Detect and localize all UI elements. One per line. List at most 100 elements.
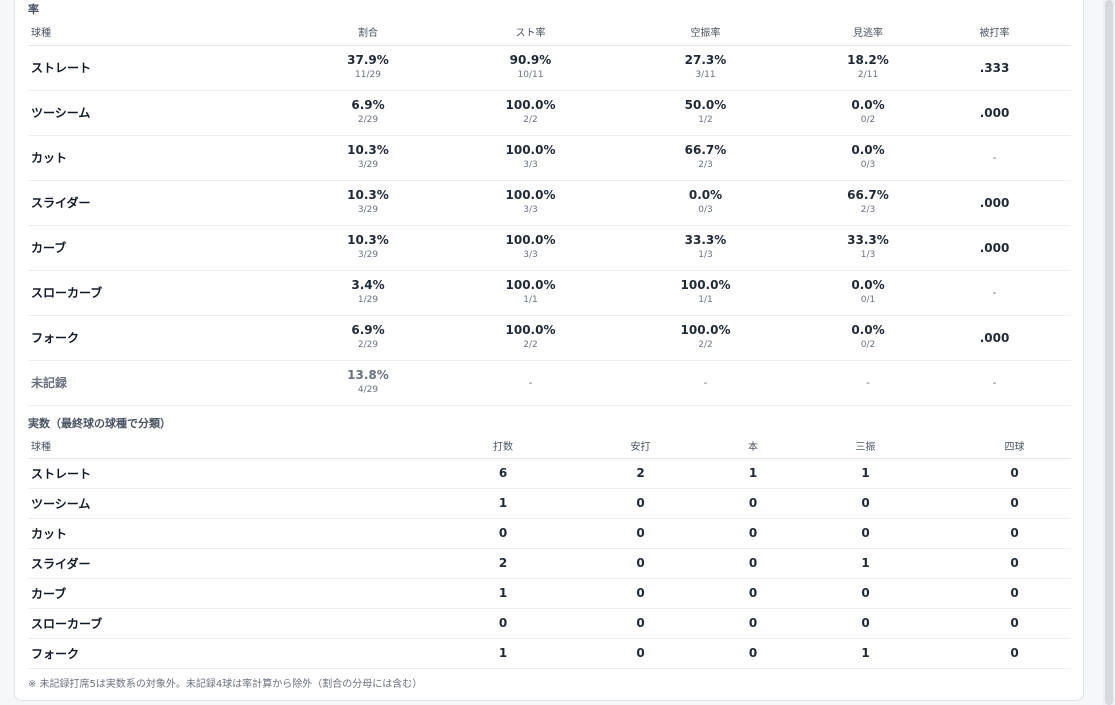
strike-rate-cell: 100.0% 2/2 [468,315,593,361]
whiff-rate-cell: 100.0% 1/1 [593,270,818,316]
strike-rate-cell: 100.0% 1/1 [468,270,593,316]
whiff-rate-cell: 100.0% 2/2 [593,315,818,361]
share-cell-fraction: 2/29 [357,340,379,350]
strike-rate-cell-fraction: 2/2 [523,115,538,125]
strikeouts-cell: 0 [773,518,958,549]
rates-row: フォーク 6.9% 2/29 100.0% 2/2 100.0% 2/2 0.0% 0/2 .00… [28,315,1071,361]
pitch-name: ストレート [28,458,458,489]
whiff-rate-cell-value: 100.0% [680,278,731,292]
share-cell-value: 10.3% [347,188,389,202]
counts-row: スライダー 2 0 0 1 0 [28,548,1071,579]
home-runs-cell: 0 [733,578,773,609]
rates-section-title: 率 [28,3,39,16]
at-bats-cell: 1 [458,638,548,669]
whiff-rate-cell-fraction: 1/2 [698,115,713,125]
hits-cell: 0 [548,518,733,549]
looking-rate-cell-fraction: 0/2 [860,340,876,350]
looking-rate-cell-fraction: 1/3 [860,250,876,260]
counts-row: ストレート 6 2 1 1 0 [28,458,1071,489]
looking-rate-cell-fraction: 2/3 [860,205,876,215]
rates-row: カーブ 10.3% 3/29 100.0% 3/3 33.3% 1/3 33.3% 1/3 .00… [28,225,1071,271]
looking-rate-cell-value: 18.2% [847,53,889,67]
pitch-name: スローカーブ [28,608,458,639]
pitch-name: スライダー [28,180,268,226]
at-bats-cell: 6 [458,458,548,489]
whiff-rate-cell-fraction: 2/2 [698,340,713,350]
vertical-scrollbar[interactable] [1103,0,1115,705]
looking-rate-cell: 0.0% 0/3 [818,135,918,181]
at-bats-cell: 1 [458,488,548,519]
pitch-name: フォーク [28,315,268,361]
rates-row: スローカーブ 3.4% 1/29 100.0% 1/1 100.0% 1/1 0.0% 0/1 - [28,270,1071,316]
header-pitch-type: 球種 [28,18,268,46]
header-hits: 安打 [548,433,733,459]
strikeouts-cell: 1 [773,638,958,669]
batting-avg-cell: - [918,270,1071,316]
walks-cell: 0 [958,578,1071,609]
pitch-name: スローカーブ [28,270,268,316]
looking-rate-cell: 0.0% 0/1 [818,270,918,316]
batting-avg-cell: .000 [918,315,1071,361]
walks-cell: 0 [958,548,1071,579]
header-looking-rate: 見逃率 [818,18,918,46]
counts-row: カーブ 1 0 0 0 0 [28,578,1071,609]
looking-rate-cell-value: 0.0% [851,143,885,157]
pitch-name: フォーク [28,638,458,669]
strike-rate-cell-value: 100.0% [505,188,556,202]
share-cell-fraction: 3/29 [357,250,379,260]
strike-rate-cell: 100.0% 3/3 [468,180,593,226]
share-cell: 37.9% 11/29 [268,45,468,91]
header-pitch-type: 球種 [28,433,458,459]
share-cell: 10.3% 3/29 [268,225,468,271]
header-at-bats: 打数 [458,433,548,459]
whiff-rate-cell-value: 27.3% [684,53,727,67]
strike-rate-cell: - [468,360,593,406]
share-cell-fraction: 11/29 [355,70,381,80]
whiff-rate-cell-value: 100.0% [680,323,731,337]
looking-rate-cell: 66.7% 2/3 [818,180,918,226]
rates-header-row: 球種 割合 スト率 空振率 見逃率 被打率 [28,18,1071,46]
hits-cell: 0 [548,638,733,669]
looking-rate-cell: 0.0% 0/2 [818,315,918,361]
rates-row: ストレート 37.9% 11/29 90.9% 10/11 27.3% 3/11 18.2% 2… [28,45,1071,91]
whiff-rate-cell-value: 33.3% [684,233,727,247]
share-cell: 6.9% 2/29 [268,315,468,361]
looking-rate-cell-fraction: 0/3 [860,160,876,170]
rates-row: ツーシーム 6.9% 2/29 100.0% 2/2 50.0% 1/2 0.0% 0/2 .00… [28,90,1071,136]
strikeouts-cell: 1 [773,458,958,489]
looking-rate-cell: - [818,360,918,406]
pitch-name: カット [28,518,458,549]
counts-row: ツーシーム 1 0 0 0 0 [28,488,1071,519]
looking-rate-cell-fraction: 0/1 [860,295,876,305]
strike-rate-cell-value: 100.0% [505,278,556,292]
counts-header-row: 球種 打数 安打 本 三振 四球 [28,433,1071,459]
whiff-rate-cell: 33.3% 1/3 [593,225,818,271]
scrollbar-thumb[interactable] [1105,0,1113,705]
pitch-name: ツーシーム [28,488,458,519]
header-home-runs: 本 [733,433,773,459]
strike-rate-cell: 90.9% 10/11 [468,45,593,91]
walks-cell: 0 [958,638,1071,669]
counts-table: 球種 打数 安打 本 三振 四球 ストレート 6 2 1 1 0 ツーシーム 1 0 0 0 0 カット… [28,433,1071,669]
share-cell-fraction: 4/29 [357,385,379,395]
looking-rate-cell: 0.0% 0/2 [818,90,918,136]
strikeouts-cell: 0 [773,488,958,519]
looking-rate-cell-value: 0.0% [851,98,885,112]
at-bats-cell: 1 [458,578,548,609]
counts-row: フォーク 1 0 0 1 0 [28,638,1071,669]
share-cell-value: 10.3% [347,233,389,247]
at-bats-cell: 0 [458,608,548,639]
home-runs-cell: 0 [733,638,773,669]
home-runs-cell: 0 [733,518,773,549]
strike-rate-cell: 100.0% 3/3 [468,225,593,271]
whiff-rate-cell-value: 50.0% [684,98,727,112]
pitch-name: スライダー [28,548,458,579]
whiff-rate-cell: 66.7% 2/3 [593,135,818,181]
at-bats-cell: 2 [458,548,548,579]
strike-rate-cell-fraction: 3/3 [523,205,538,215]
batting-avg-cell: .000 [918,225,1071,271]
strike-rate-cell: 100.0% 2/2 [468,90,593,136]
looking-rate-cell-fraction: 0/2 [860,115,876,125]
pitch-name: カーブ [28,225,268,271]
whiff-rate-cell: 0.0% 0/3 [593,180,818,226]
